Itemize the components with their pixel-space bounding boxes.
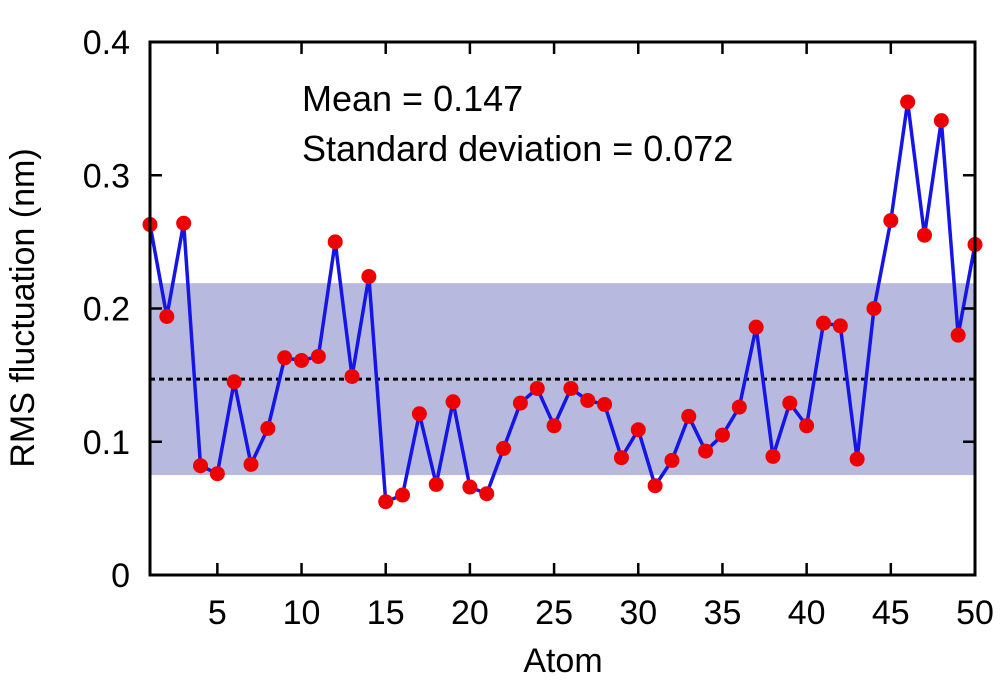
x-tick-label: 30 (619, 594, 657, 632)
data-point (681, 408, 697, 424)
data-point (731, 399, 747, 415)
data-point (512, 395, 528, 411)
data-point (546, 418, 562, 434)
data-point (529, 380, 545, 396)
data-point (378, 494, 394, 510)
y-tick-label: 0.4 (83, 24, 130, 62)
axes-layer: 5 10 15 20 25 30 35 40 45 50 0 0.1 0.2 0.3 0.4 (83, 24, 994, 632)
annotation-mean: Mean = 0.147 (302, 78, 523, 119)
y-tick-label: 0.3 (83, 157, 130, 195)
data-point (193, 458, 209, 474)
data-point (496, 440, 512, 456)
data-point (933, 113, 949, 129)
data-point (630, 422, 646, 438)
y-tick-label: 0.1 (83, 424, 130, 462)
data-point (849, 451, 865, 467)
data-point (613, 450, 629, 466)
x-tick-label: 10 (283, 594, 321, 632)
x-tick-label: 5 (208, 594, 227, 632)
data-points-layer (142, 94, 983, 510)
y-tick-label: 0.2 (83, 291, 130, 329)
x-tick-label: 35 (704, 594, 742, 632)
x-tick-label: 40 (788, 594, 826, 632)
data-point (277, 350, 293, 366)
x-tick-label: 45 (872, 594, 910, 632)
data-point (799, 418, 815, 434)
data-point (209, 466, 225, 482)
x-tick-label: 25 (535, 594, 573, 632)
std-deviation-band-layer (150, 283, 975, 476)
data-point (479, 486, 495, 502)
data-point (563, 380, 579, 396)
data-point (664, 452, 680, 468)
data-point (916, 227, 932, 243)
data-point (765, 448, 781, 464)
annotation-std: Standard deviation = 0.072 (302, 128, 733, 169)
data-point (159, 308, 175, 324)
data-point (176, 215, 192, 231)
data-point (445, 394, 461, 410)
data-point (832, 318, 848, 334)
data-point (782, 395, 798, 411)
data-point (597, 396, 613, 412)
data-point (226, 374, 242, 390)
data-point (714, 427, 730, 443)
data-point (260, 420, 276, 436)
data-point (243, 456, 259, 472)
x-tick-label: 15 (367, 594, 405, 632)
labels-layer: Mean = 0.147 Standard deviation = 0.072 … (4, 78, 733, 680)
data-point (647, 478, 663, 494)
x-tick-label: 20 (451, 594, 489, 632)
data-point (294, 352, 310, 368)
data-point (428, 476, 444, 492)
data-point (361, 269, 377, 285)
data-point (950, 327, 966, 343)
std-deviation-band (150, 283, 975, 476)
y-tick-label: 0 (111, 557, 130, 595)
data-point (344, 368, 360, 384)
data-point (748, 319, 764, 335)
data-point (395, 487, 411, 503)
data-point (462, 479, 478, 495)
data-point (580, 392, 596, 408)
y-axis-label: RMS fluctuation (nm) (4, 148, 42, 467)
data-point (310, 348, 326, 364)
data-point (883, 213, 899, 229)
data-point (866, 301, 882, 316)
data-point (698, 443, 714, 459)
data-point (900, 94, 916, 110)
data-point (327, 234, 343, 250)
data-point (815, 315, 831, 331)
x-tick-label: 50 (956, 594, 994, 632)
data-point (411, 406, 427, 422)
x-axis-label: Atom (523, 642, 602, 680)
